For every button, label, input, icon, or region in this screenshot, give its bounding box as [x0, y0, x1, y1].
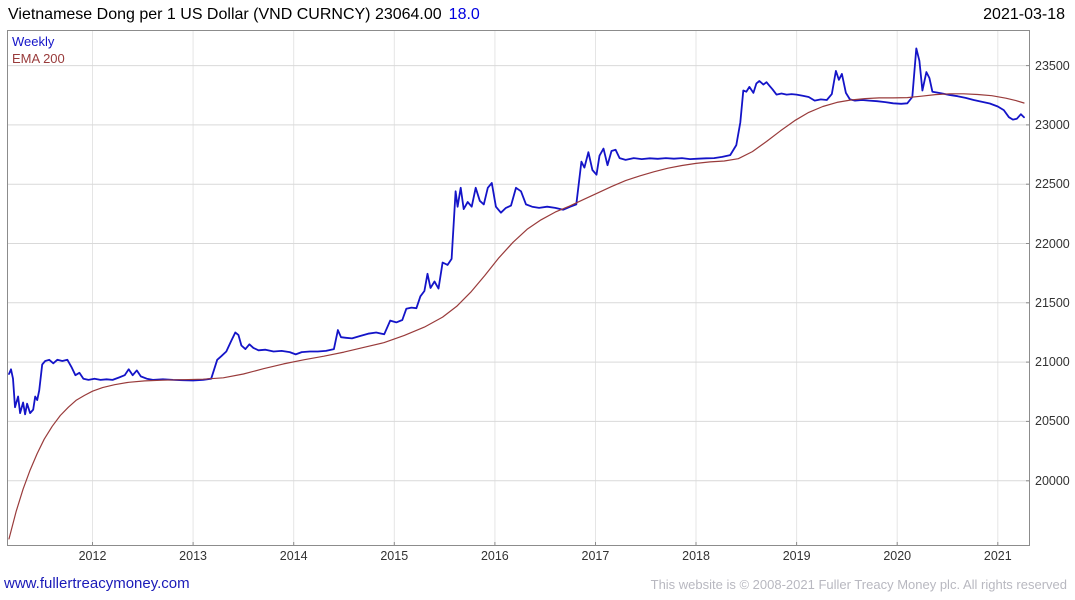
copyright-text: This website is © 2008-2021 Fuller Treac… — [650, 577, 1067, 592]
y-axis-labels: 20000 20500 21000 21500 22000 22500 23000 23500 — [1033, 30, 1075, 546]
x-tick-label: 2021 — [983, 549, 1012, 563]
x-tick-label: 2018 — [682, 549, 710, 563]
chart-title-text: Vietnamese Dong per 1 US Dollar (VND CUR… — [8, 6, 442, 23]
footer: www.fullertreacymoney.com This website i… — [0, 573, 1075, 597]
x-tick-label: 2020 — [883, 549, 912, 563]
price-chart-svg — [7, 30, 1030, 546]
x-axis-labels: 2012 2013 2014 2015 2016 2017 2018 2019 2020 2021 — [7, 549, 1030, 565]
y-tick-label: 21500 — [1035, 295, 1070, 310]
x-tick-label: 2013 — [179, 549, 207, 563]
y-tick-label: 23500 — [1035, 58, 1070, 73]
y-tick-label: 20000 — [1035, 473, 1070, 488]
page-title: Vietnamese Dong per 1 US Dollar (VND CUR… — [8, 6, 480, 24]
x-tick-label: 2014 — [279, 549, 308, 563]
y-tick-label: 20500 — [1035, 414, 1070, 429]
plot-area: Weekly EMA 200 — [7, 30, 1030, 546]
site-link[interactable]: www.fullertreacymoney.com — [4, 575, 190, 592]
x-tick-label: 2016 — [480, 549, 509, 563]
y-tick-label: 23000 — [1035, 117, 1070, 132]
x-tick-label: 2017 — [581, 549, 610, 563]
legend-weekly: Weekly — [12, 34, 55, 49]
chart-date: 2021-03-18 — [983, 6, 1065, 23]
x-tick-label: 2015 — [380, 549, 409, 563]
x-tick-label: 2012 — [78, 549, 107, 563]
y-tick-label: 21000 — [1035, 355, 1070, 370]
x-tick-label: 2019 — [782, 549, 811, 563]
y-tick-label: 22500 — [1035, 177, 1070, 192]
legend-ema-200: EMA 200 — [12, 51, 65, 66]
chart-change-value: 18.0 — [448, 6, 480, 23]
chart-header: Vietnamese Dong per 1 US Dollar (VND CUR… — [0, 0, 1075, 30]
y-tick-label: 22000 — [1035, 236, 1070, 251]
